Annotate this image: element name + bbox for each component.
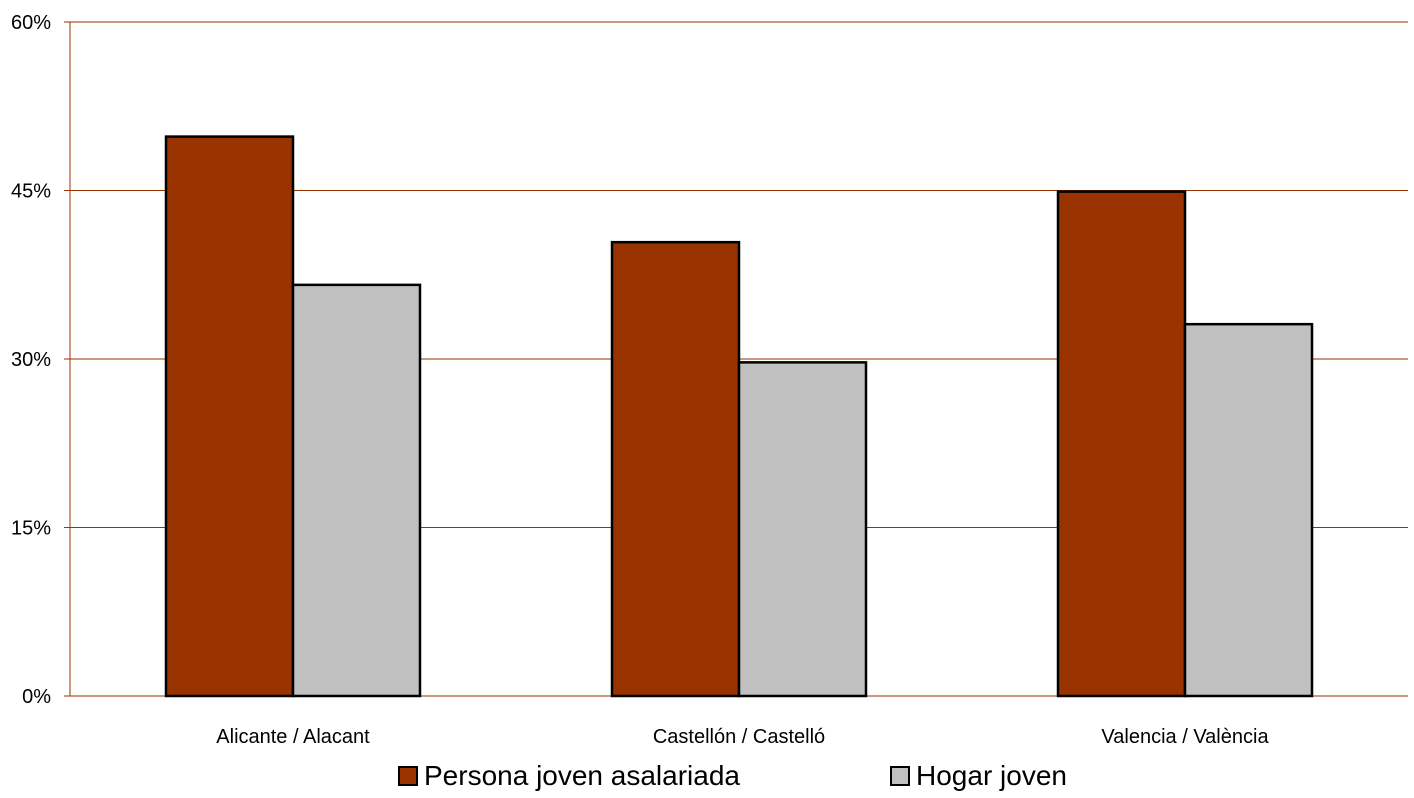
y-tick-label-60: 60% [11, 12, 51, 34]
bar-hogar-joven-0 [291, 283, 422, 698]
y-tick-label-15: 15% [11, 518, 51, 540]
y-tick-label-30: 30% [11, 349, 51, 371]
bar-hogar-joven-1 [737, 361, 868, 698]
x-tick-label-1: Castellón / Castelló [653, 726, 825, 748]
bar-persona-joven-asalariada-2 [1056, 190, 1187, 698]
legend-label-persona-joven-asalariada: Persona joven asalariada [424, 760, 740, 791]
bar-persona-joven-asalariada-1 [610, 240, 741, 698]
legend: Persona joven asalariada Hogar joven [0, 760, 1414, 798]
bar-hogar-joven-2 [1183, 322, 1314, 698]
legend-swatch-hogar-joven [890, 766, 910, 786]
bar-chart: 0% 15% 30% 45% 60% Alicante / Alacant Castelló… [11, 12, 1408, 748]
legend-item-persona-joven-asalariada: Persona joven asalariada [398, 760, 740, 792]
x-tick-label-0: Alicante / Alacant [216, 726, 370, 748]
legend-swatch-persona-joven-asalariada [398, 766, 418, 786]
y-tick-label-45: 45% [11, 181, 51, 203]
bar-persona-joven-asalariada-0 [164, 135, 295, 698]
legend-item-hogar-joven: Hogar joven [890, 760, 1067, 792]
x-tick-label-2: Valencia / València [1101, 726, 1269, 748]
legend-label-hogar-joven: Hogar joven [916, 760, 1067, 791]
y-tick-label-0: 0% [22, 686, 51, 708]
